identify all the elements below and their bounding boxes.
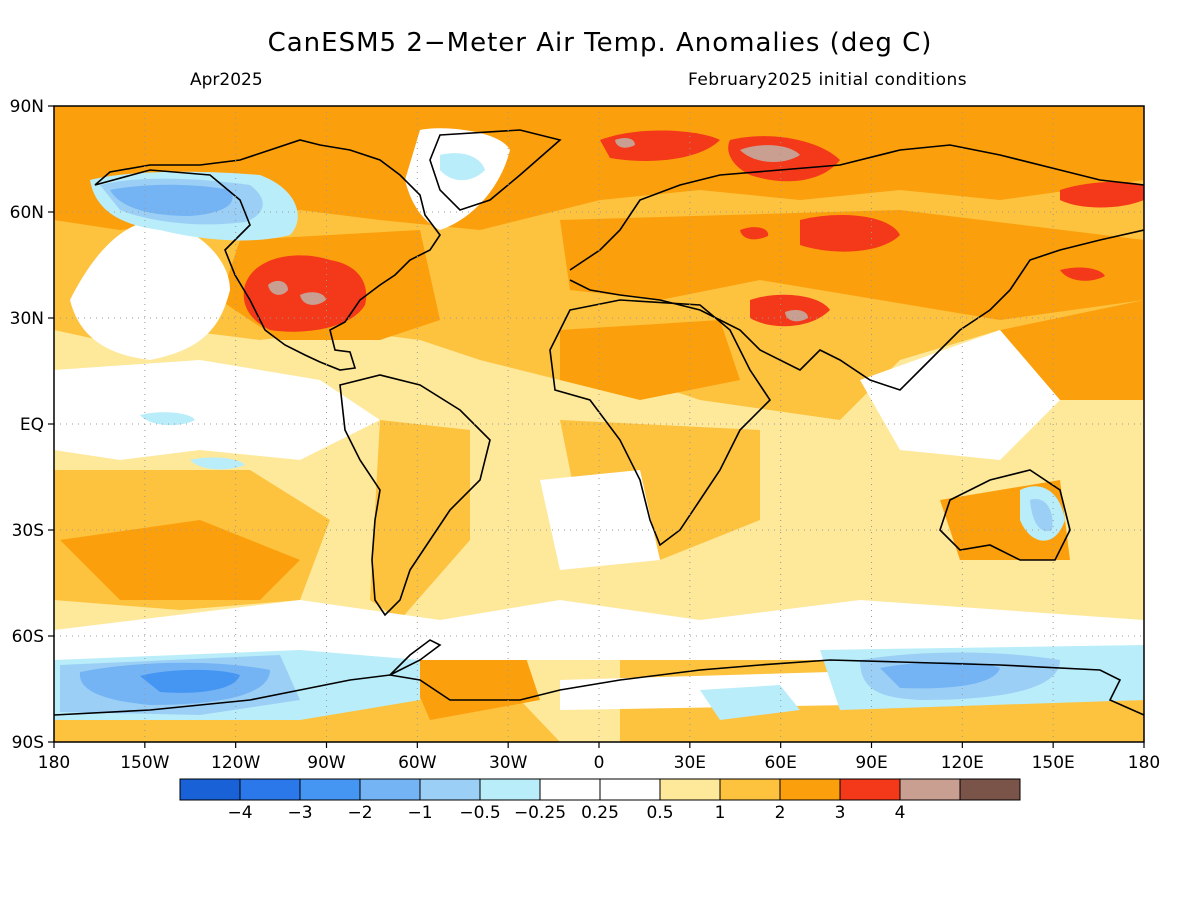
colorbar-label: 0.5 [646,803,673,823]
anomaly-level-4 [268,137,808,322]
lon-tick-label: 30E [674,753,706,773]
colorbar-label: −0.25 [514,803,566,823]
lat-tick-label: 60N [10,203,44,223]
colorbar-swatch [479,778,541,801]
lon-tick-label: 150W [120,753,169,773]
latitude-axis: 90N 60N 30N EQ 30S 60S 90S [10,97,44,753]
greenland-coast [429,129,562,211]
axis-ticks [48,105,1145,748]
colorbar-swatch [899,778,961,801]
anomaly-level-neg-2 [140,669,240,693]
colorbar-swatch [599,778,661,801]
lat-tick-label: EQ [20,415,44,435]
north-america-coast [94,139,441,371]
colorbar-label: −2 [347,803,372,823]
colorbar-label: −3 [287,803,312,823]
colorbar-swatch [359,778,421,801]
lon-tick-label: 120W [211,753,260,773]
lon-tick-label: 180 [38,753,70,773]
lat-tick-label: 60S [12,627,44,647]
colorbar-swatch [779,778,841,801]
lon-tick-label: 90W [307,753,346,773]
colorbar-label: −0.5 [459,803,500,823]
colorbar-label: 0.25 [581,803,619,823]
colorbar-label: −4 [227,803,252,823]
lat-tick-label: 90S [12,733,44,753]
eurasia-coast [569,144,1144,391]
lon-tick-label: 120E [941,753,984,773]
lon-tick-label: 0 [594,753,605,773]
colorbar [179,778,1021,801]
forecast-month: Apr2025 [190,70,263,90]
colorbar-label: 4 [895,803,906,823]
lon-tick-label: 60W [398,753,437,773]
colorbar-swatch [839,778,901,801]
longitude-axis: 180 150W 120W 90W 60W 30W 0 30E 60E 90E 120E 150E 18… [38,753,1160,773]
anomaly-neutral-zones [54,128,1144,710]
anomaly-level-2 [54,106,1144,720]
lon-tick-label: 150E [1032,753,1075,773]
colorbar-swatch [299,778,361,801]
colorbar-swatch [539,778,601,801]
lat-tick-label: 30N [10,309,44,329]
initial-conditions-label: February2025 initial conditions [688,70,968,90]
colorbar-label: 2 [775,803,786,823]
map-title: CanESM5 2−Meter Air Temp. Anomalies (deg… [267,28,933,58]
australia-coast [939,469,1071,561]
graticule [54,106,1144,742]
colorbar-labels: −4 −3 −2 −1 −0.5 −0.25 0.25 0.5 1 2 3 4 [227,803,905,823]
colorbar-label: 1 [715,803,726,823]
lon-tick-label: 30W [489,753,528,773]
antarctic-peninsula-coast [389,639,442,676]
lon-tick-label: 90E [855,753,887,773]
colorbar-swatch [959,778,1021,801]
colorbar-label: −1 [407,803,432,823]
colorbar-label: 3 [835,803,846,823]
lat-tick-label: 90N [10,97,44,117]
colorbar-swatch [659,778,721,801]
colorbar-swatch [719,778,781,801]
lon-tick-label: 180 [1128,753,1160,773]
lon-tick-label: 60E [764,753,796,773]
south-america-coast [339,374,491,617]
antarctica-coast [54,659,1144,716]
colorbar-swatch [179,778,241,801]
colorbar-swatch [239,778,301,801]
colorbar-swatch [419,778,481,801]
lat-tick-label: 30S [12,521,44,541]
coastlines [54,129,1144,716]
